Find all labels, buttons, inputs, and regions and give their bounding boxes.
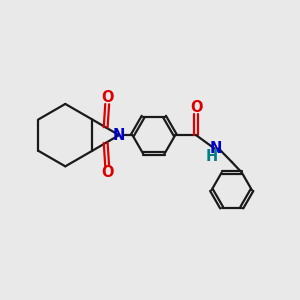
Text: N: N (209, 141, 222, 156)
Text: H: H (206, 149, 218, 164)
Text: O: O (101, 165, 113, 180)
Text: O: O (101, 90, 113, 105)
Text: N: N (113, 128, 125, 142)
Text: O: O (190, 100, 202, 115)
